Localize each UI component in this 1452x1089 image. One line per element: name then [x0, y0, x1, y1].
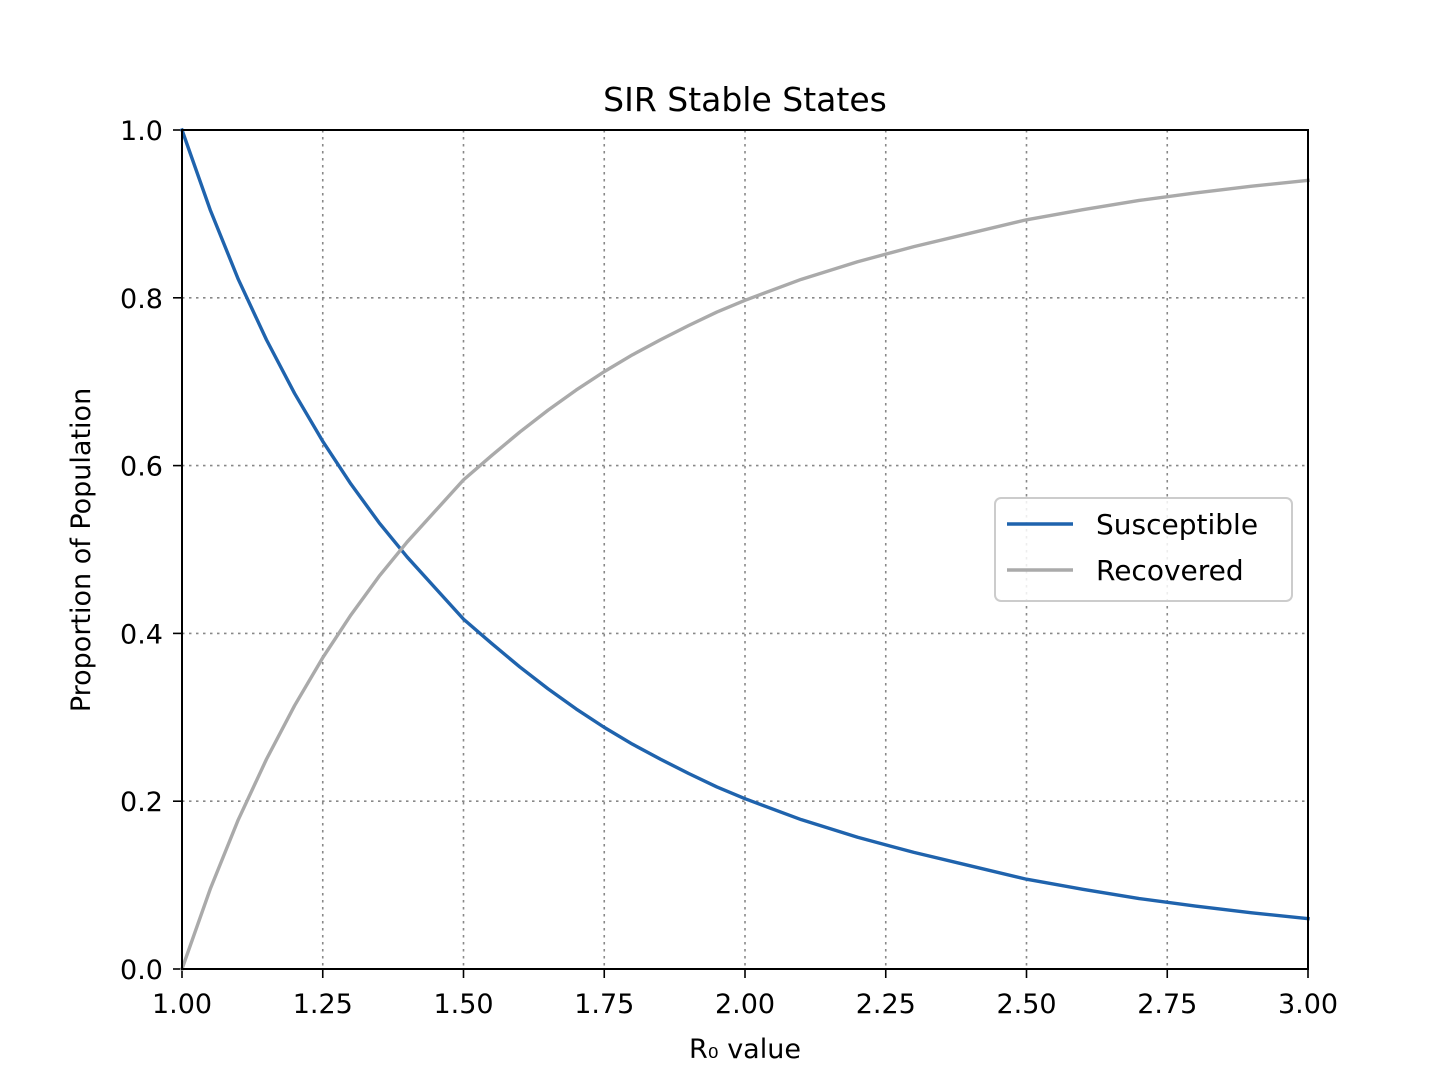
y-tick-label: 0.0 — [120, 955, 163, 986]
y-tick-label: 0.6 — [120, 452, 163, 483]
x-tick-label: 2.75 — [1137, 989, 1197, 1020]
axis-ticks: 1.00 1.25 1.50 1.75 2.00 2.25 2.50 2.75 3.00 0.0 0… — [120, 116, 1338, 1020]
y-tick-label: 0.4 — [120, 619, 163, 650]
x-tick-label: 2.50 — [996, 989, 1056, 1020]
legend-label-susceptible: Susceptible — [1096, 508, 1258, 541]
legend: Susceptible Recovered — [994, 497, 1293, 602]
y-axis-label: Proportion of Population — [66, 388, 97, 712]
chart-title: SIR Stable States — [603, 80, 887, 119]
x-tick-label: 3.00 — [1278, 989, 1338, 1020]
x-tick-label: 1.75 — [574, 989, 634, 1020]
x-tick-label: 1.50 — [433, 989, 493, 1020]
x-tick-label: 2.25 — [856, 989, 916, 1020]
legend-label-recovered: Recovered — [1096, 554, 1244, 587]
series-lines — [179, 127, 1310, 972]
grid — [182, 130, 1308, 969]
x-axis-label: R₀ value — [689, 1034, 801, 1065]
x-tick-label: 1.25 — [293, 989, 353, 1020]
x-tick-label: 1.00 — [152, 989, 212, 1020]
x-tick-label: 2.00 — [715, 989, 775, 1020]
series-line-recovered — [179, 178, 1310, 972]
y-tick-label: 0.2 — [120, 787, 163, 818]
y-tick-label: 0.8 — [120, 284, 163, 315]
plot-frame — [181, 129, 1309, 970]
y-tick-label: 1.0 — [120, 116, 163, 147]
series-line-susceptible — [179, 127, 1310, 921]
